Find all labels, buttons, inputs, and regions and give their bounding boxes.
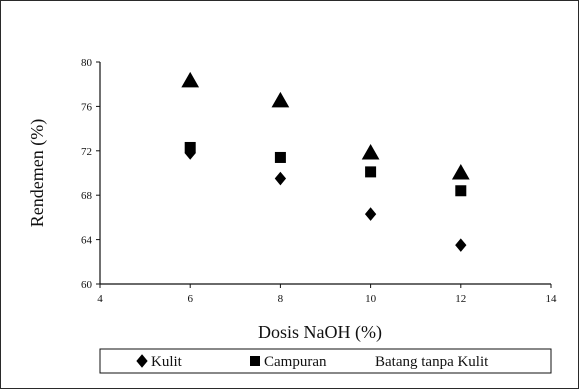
point-triangle-series-2 — [271, 91, 290, 108]
legend-label-0: Kulit — [151, 354, 183, 370]
point-triangle-series-2 — [361, 144, 380, 160]
x-axis-title: Dosis NaOH (%) — [258, 322, 382, 343]
y-tick-label: 76 — [81, 101, 93, 113]
point-triangle-series-2 — [451, 163, 470, 180]
x-tick-label: 6 — [187, 293, 193, 305]
point-diamond-series-0 — [455, 238, 467, 252]
x-tick-label: 14 — [546, 293, 558, 305]
legend-label-1: Campuran — [264, 354, 327, 370]
legend-items: Kulit Campuran Batang tanpa Kulit — [136, 354, 489, 370]
legend-label-2: Batang tanpa Kulit — [375, 354, 489, 370]
y-tick-label: 72 — [81, 146, 92, 158]
point-square-series-1 — [184, 141, 196, 153]
y-tick-label: 68 — [81, 190, 93, 202]
y-axis-ticks: 60 64 68 72 76 80 — [81, 57, 100, 291]
legend-box — [99, 348, 552, 374]
legend: Kulit Campuran Batang tanpa Kulit — [99, 348, 552, 374]
point-square-series-1 — [455, 185, 467, 197]
point-diamond-series-0 — [364, 207, 377, 221]
x-axis-ticks: 4 6 8 10 12 14 — [97, 284, 557, 305]
x-tick-label: 10 — [365, 293, 377, 305]
y-tick-label: 80 — [81, 57, 93, 69]
point-triangle-series-2 — [181, 71, 200, 88]
x-tick-label: 12 — [455, 293, 466, 305]
point-diamond-series-0 — [274, 171, 287, 186]
y-axis-title: Rendemen (%) — [27, 119, 48, 227]
point-square-series-1 — [365, 166, 377, 178]
data-points — [181, 71, 470, 252]
point-square-series-1 — [274, 151, 286, 163]
legend-symbol-square — [250, 356, 260, 366]
y-tick-label: 60 — [81, 279, 93, 291]
x-tick-label: 8 — [278, 293, 284, 305]
x-tick-label: 4 — [97, 293, 103, 305]
legend-symbol-diamond — [136, 354, 148, 368]
y-tick-label: 64 — [81, 235, 93, 247]
